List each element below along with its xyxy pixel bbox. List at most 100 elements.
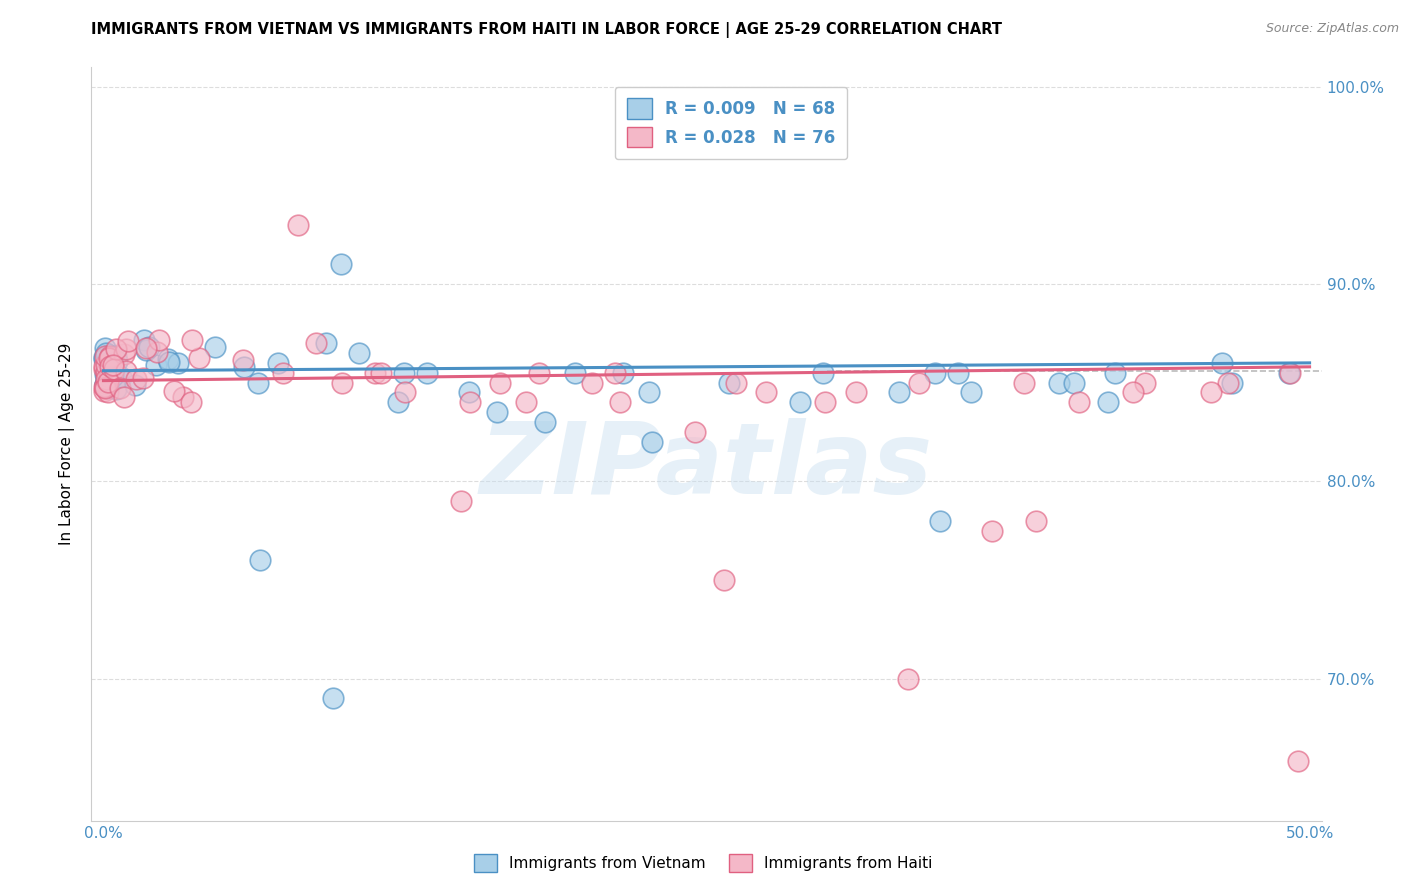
Point (97, 348, 120, 362)
Point (249, 553, 271, 567)
Point (416, 366, 439, 380)
Point (94, 378, 117, 392)
Point (370, 366, 392, 380)
Point (387, 395, 409, 409)
Point (1278, 366, 1301, 380)
Point (929, 514, 952, 528)
Point (105, 354, 128, 368)
Point (515, 395, 537, 409)
Point (908, 376, 931, 390)
Point (1063, 376, 1085, 390)
Point (458, 395, 481, 409)
Text: IMMIGRANTS FROM VIETNAM VS IMMIGRANTS FROM HAITI IN LABOR FORCE | AGE 25-29 CORR: IMMIGRANTS FROM VIETNAM VS IMMIGRANTS FR… (91, 22, 1002, 38)
Text: ZIPatlas: ZIPatlas (479, 417, 934, 515)
Point (156, 352, 179, 367)
Point (157, 354, 180, 368)
Point (132, 333, 155, 347)
Point (266, 356, 288, 370)
Point (112, 347, 135, 361)
Point (94, 345, 117, 359)
Point (1133, 376, 1156, 390)
Legend: Immigrants from Vietnam, Immigrants from Haiti: Immigrants from Vietnam, Immigrants from… (467, 846, 939, 880)
Point (322, 691, 344, 706)
Point (98, 350, 121, 364)
Point (93, 380, 115, 394)
Point (97, 348, 120, 362)
Point (349, 346, 371, 360)
Point (94, 376, 117, 391)
Point (330, 376, 353, 390)
Point (98, 359, 121, 374)
Point (1104, 366, 1126, 380)
Point (394, 385, 416, 400)
Point (135, 343, 157, 358)
Point (93, 381, 115, 395)
Point (100, 351, 122, 366)
Point (188, 351, 211, 365)
Point (1278, 366, 1301, 380)
Point (163, 384, 186, 399)
Point (450, 494, 472, 508)
Point (93, 384, 115, 398)
Point (138, 341, 160, 355)
Point (117, 334, 139, 348)
Point (94, 372, 117, 386)
Point (364, 366, 387, 380)
Point (181, 333, 204, 347)
Point (98, 351, 121, 365)
Point (232, 360, 254, 375)
Point (148, 334, 170, 348)
Point (94, 378, 117, 392)
Point (104, 382, 127, 396)
Point (1097, 395, 1119, 409)
Point (98, 373, 121, 387)
Point (135, 342, 157, 356)
Point (112, 390, 135, 404)
Point (172, 390, 194, 404)
Point (1211, 356, 1233, 370)
Point (110, 370, 132, 384)
Point (1047, 376, 1070, 390)
Point (717, 376, 740, 390)
Point (93, 362, 115, 376)
Point (1201, 385, 1223, 400)
Point (96, 356, 118, 370)
Point (108, 381, 131, 395)
Point (1286, 755, 1309, 769)
Point (96, 358, 118, 372)
Point (458, 385, 481, 400)
Point (287, 218, 309, 232)
Point (485, 405, 508, 419)
Point (204, 340, 226, 354)
Point (93, 359, 115, 373)
Point (180, 394, 202, 409)
Point (1220, 376, 1243, 390)
Point (132, 371, 155, 385)
Point (845, 385, 868, 400)
Point (1069, 395, 1091, 409)
Point (94, 365, 117, 379)
Point (527, 366, 550, 380)
Point (146, 345, 169, 359)
Point (981, 524, 1004, 538)
Point (603, 366, 626, 380)
Point (637, 385, 659, 400)
Legend: R = 0.009   N = 68, R = 0.028   N = 76: R = 0.009 N = 68, R = 0.028 N = 76 (616, 87, 846, 159)
Point (93, 352, 115, 367)
Point (305, 336, 328, 351)
Point (103, 362, 125, 376)
Point (754, 385, 776, 400)
Point (960, 385, 983, 400)
Point (724, 376, 747, 390)
Point (1025, 514, 1047, 528)
Point (94, 349, 117, 363)
Point (534, 415, 557, 429)
Point (789, 395, 811, 409)
Point (97, 370, 120, 384)
Point (107, 369, 129, 384)
Point (581, 376, 603, 390)
Point (1012, 376, 1035, 390)
Point (713, 573, 735, 587)
Point (114, 364, 136, 378)
Text: Source: ZipAtlas.com: Source: ZipAtlas.com (1265, 22, 1399, 36)
